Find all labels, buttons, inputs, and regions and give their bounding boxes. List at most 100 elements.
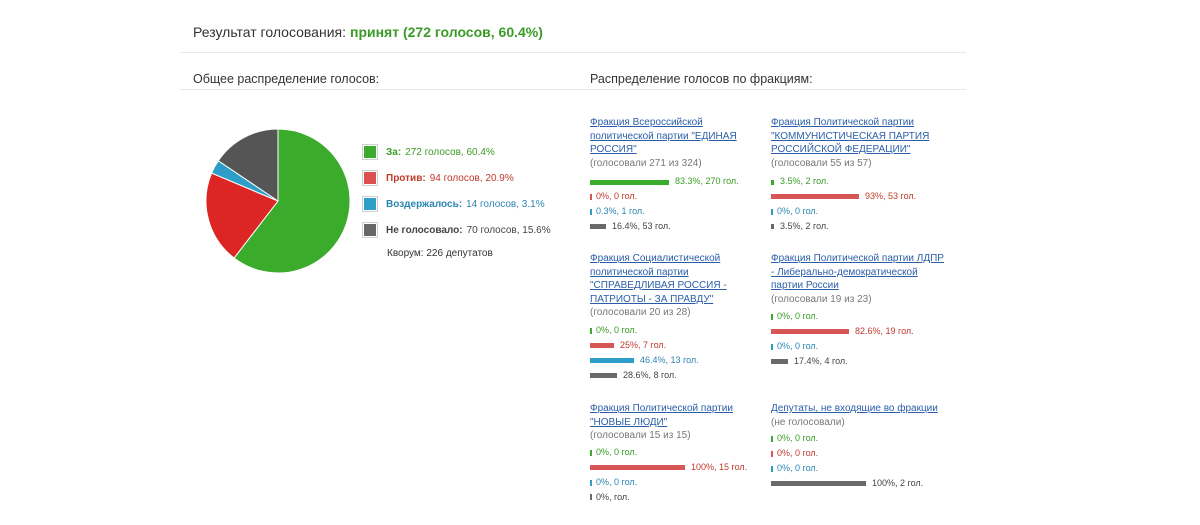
vote-bar	[771, 465, 773, 472]
legend-value-abstained: 14 голосов, 3.1%	[466, 198, 545, 210]
vote-row-abst: 0%, 0 гол.	[771, 341, 818, 353]
factions-title: Распределение голосов по фракциям:	[590, 72, 813, 86]
legend-item-abstained: Воздержалось: 14 голосов, 3.1%	[362, 191, 551, 217]
legend-label-not-voted: Не голосовало:	[386, 224, 463, 236]
vote-value: 25%, 7 гол.	[620, 340, 667, 351]
vote-row-none: 100%, 2 гол.	[771, 477, 923, 489]
divider	[180, 52, 966, 53]
vote-row-for: 3.5%, 2 гол.	[771, 176, 829, 188]
vote-row-none: 3.5%, 2 гол.	[771, 220, 829, 232]
vote-bar	[590, 479, 592, 486]
vote-row-none: 0%, гол.	[590, 491, 630, 503]
vote-value: 0%, 0 гол.	[777, 311, 819, 322]
faction-link[interactable]: Фракция Политической партии "НОВЫЕ ЛЮДИ"	[590, 403, 733, 428]
vote-bar	[590, 358, 634, 364]
legend-label-abstained: Воздержалось:	[386, 198, 463, 210]
vote-row-none: 17.4%, 4 гол.	[771, 355, 848, 367]
pie-chart	[205, 128, 351, 274]
faction-voted-count: (голосовали 271 из 324)	[590, 157, 702, 169]
faction-block: Фракция Политической партии "НОВЫЕ ЛЮДИ"…	[590, 402, 765, 502]
vote-value: 0%, 0 гол.	[596, 447, 638, 458]
faction-link[interactable]: Депутаты, не входящие во фракции	[771, 403, 938, 414]
vote-value: 0%, 0 гол.	[777, 340, 819, 351]
vote-row-abst: 46.4%, 13 гол.	[590, 355, 699, 367]
result-label: Результат голосования:	[193, 24, 346, 40]
vote-bar	[590, 465, 685, 471]
faction-block: Фракция Политической партии ЛДПР - Либер…	[771, 252, 946, 366]
vote-bar	[771, 480, 866, 486]
faction-block: Фракция Политической партии "КОММУНИСТИЧ…	[771, 116, 946, 231]
faction-voted-count: (голосовали 15 из 15)	[590, 430, 691, 441]
vote-row-for: 0%, 0 гол.	[590, 325, 637, 337]
vote-value: 0%, 0 гол.	[777, 205, 819, 216]
quorum-text: Кворум: 226 депутатов	[387, 248, 493, 259]
vote-bar	[771, 436, 773, 442]
faction-link[interactable]: Фракция Социалистической политической па…	[590, 253, 727, 305]
vote-value: 17.4%, 4 гол.	[794, 355, 848, 366]
vote-value: 0%, 0 гол.	[596, 325, 638, 336]
legend-value-for: 272 голосов, 60.4%	[405, 146, 495, 158]
vote-value: 0%, 0 гол.	[777, 462, 819, 473]
vote-bar	[771, 208, 773, 215]
vote-value: 93%, 53 гол.	[865, 191, 917, 202]
vote-row-for: 0%, 0 гол.	[590, 447, 637, 459]
vote-value: 0%, гол.	[596, 491, 630, 502]
vote-row-against: 25%, 7 гол.	[590, 340, 666, 352]
pie-slice-1	[205, 172, 279, 259]
overall-title: Общее распределение голосов:	[193, 72, 380, 86]
vote-bar	[590, 223, 606, 229]
vote-bar	[590, 494, 592, 501]
vote-bar	[771, 179, 774, 185]
faction-link[interactable]: Фракция Политической партии ЛДПР - Либер…	[771, 253, 944, 291]
vote-bar	[771, 329, 849, 335]
vote-value: 100%, 2 гол.	[872, 477, 924, 488]
vote-value: 100%, 15 гол.	[691, 462, 748, 473]
legend-label-for: За:	[386, 146, 402, 158]
vote-row-for: 0%, 0 гол.	[771, 311, 818, 323]
vote-value: 0%, 0 гол.	[596, 191, 638, 202]
legend-swatch-not-voted	[362, 222, 378, 238]
faction-voted-count: (голосовали 20 из 28)	[590, 307, 691, 318]
legend-item-not-voted: Не голосовало: 70 голосов, 15.6%	[362, 217, 551, 243]
legend-item-for: За: 272 голосов, 60.4%	[362, 139, 551, 165]
vote-row-against: 0%, 0 гол.	[590, 191, 637, 203]
faction-block: Фракция Социалистической политической па…	[590, 252, 765, 380]
pie-slice-3	[217, 128, 279, 202]
vote-row-abst: 0%, 0 гол.	[771, 463, 818, 475]
result-value: принят (272 голосов, 60.4%)	[349, 24, 543, 40]
vote-bar	[771, 314, 773, 320]
legend-label-against: Против:	[386, 172, 426, 184]
vote-row-none: 16.4%, 53 гол.	[590, 220, 671, 232]
vote-value: 82.6%, 19 гол.	[855, 326, 914, 337]
vote-bar	[590, 179, 669, 185]
pie-slice-0	[233, 128, 351, 274]
vote-row-against: 93%, 53 гол.	[771, 191, 916, 203]
vote-row-abst: 0.3%, 1 гол.	[590, 206, 645, 218]
faction-block: Фракция Всероссийской политической парти…	[590, 116, 765, 231]
vote-row-against: 82.6%, 19 гол.	[771, 326, 914, 338]
vote-value: 0.3%, 1 гол.	[596, 205, 645, 216]
vote-value: 3.5%, 2 гол.	[780, 220, 829, 231]
vote-bar	[771, 343, 773, 350]
vote-bar	[771, 358, 788, 364]
vote-bar	[590, 343, 614, 349]
legend-value-not-voted: 70 голосов, 15.6%	[466, 224, 551, 236]
vote-value: 28.6%, 8 гол.	[623, 369, 677, 380]
vote-value: 46.4%, 13 гол.	[640, 354, 699, 365]
faction-voted-count: (голосовали 19 из 23)	[771, 293, 872, 305]
vote-bar	[590, 328, 592, 334]
vote-row-abst: 0%, 0 гол.	[590, 477, 637, 489]
vote-value: 0%, 0 гол.	[596, 476, 638, 487]
vote-value: 3.5%, 2 гол.	[780, 176, 829, 187]
vote-bar	[590, 372, 617, 378]
vote-bar	[771, 194, 859, 200]
faction-link[interactable]: Фракция Всероссийской политической парти…	[590, 117, 737, 155]
faction-link[interactable]: Фракция Политической партии "КОММУНИСТИЧ…	[771, 117, 930, 155]
vote-value: 16.4%, 53 гол.	[612, 220, 671, 231]
divider	[180, 89, 966, 90]
vote-bar	[771, 450, 773, 457]
legend-swatch-for	[362, 144, 378, 160]
vote-bar	[590, 450, 592, 456]
vote-row-for: 83.3%, 270 гол.	[590, 176, 739, 188]
vote-row-against: 0%, 0 гол.	[771, 448, 818, 460]
